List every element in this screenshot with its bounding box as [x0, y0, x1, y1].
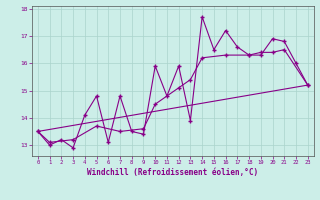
X-axis label: Windchill (Refroidissement éolien,°C): Windchill (Refroidissement éolien,°C): [87, 168, 258, 177]
